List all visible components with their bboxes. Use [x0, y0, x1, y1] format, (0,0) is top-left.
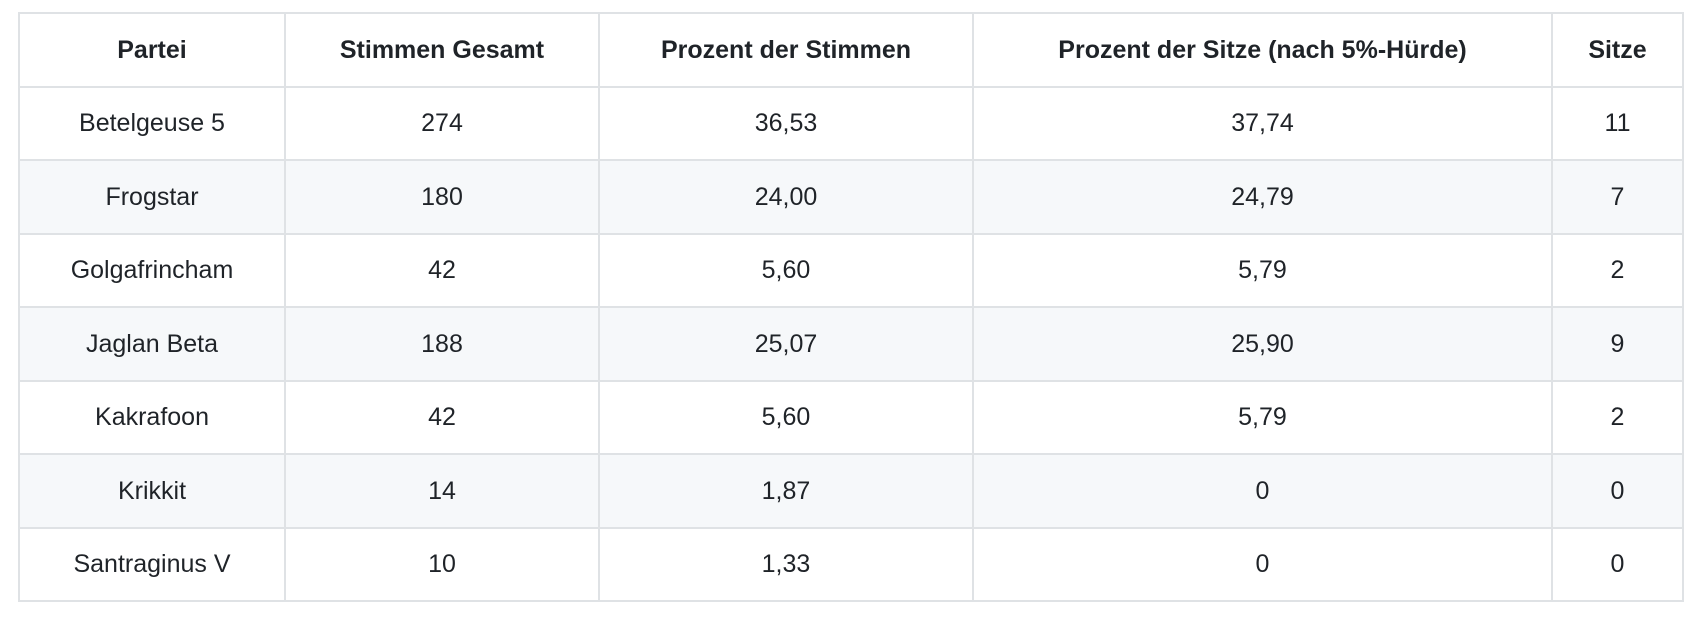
table-row: Frogstar 180 24,00 24,79 7: [18, 159, 1684, 235]
cell-stimmen-gesamt: 42: [284, 379, 600, 455]
cell-prozent-stimmen: 1,33: [598, 526, 974, 602]
cell-prozent-sitze: 0: [972, 453, 1553, 529]
cell-prozent-sitze: 24,79: [972, 159, 1553, 235]
cell-sitze: 11: [1551, 85, 1684, 161]
cell-stimmen-gesamt: 10: [284, 526, 600, 602]
table-row: Jaglan Beta 188 25,07 25,90 9: [18, 306, 1684, 382]
table-body: Betelgeuse 5 274 36,53 37,74 11 Frogstar…: [18, 85, 1684, 602]
cell-partei: Krikkit: [18, 453, 286, 529]
cell-sitze: 2: [1551, 232, 1684, 308]
header-stimmen-gesamt: Stimmen Gesamt: [284, 12, 600, 88]
cell-stimmen-gesamt: 42: [284, 232, 600, 308]
cell-partei: Santraginus V: [18, 526, 286, 602]
cell-sitze: 0: [1551, 526, 1684, 602]
table-row: Kakrafoon 42 5,60 5,79 2: [18, 379, 1684, 455]
table-header: Partei Stimmen Gesamt Prozent der Stimme…: [18, 12, 1684, 88]
cell-prozent-sitze: 5,79: [972, 232, 1553, 308]
cell-prozent-sitze: 37,74: [972, 85, 1553, 161]
cell-prozent-stimmen: 25,07: [598, 306, 974, 382]
header-prozent-stimmen: Prozent der Stimmen: [598, 12, 974, 88]
cell-prozent-sitze: 0: [972, 526, 1553, 602]
cell-prozent-stimmen: 1,87: [598, 453, 974, 529]
election-results-table: Partei Stimmen Gesamt Prozent der Stimme…: [18, 12, 1684, 602]
cell-prozent-stimmen: 24,00: [598, 159, 974, 235]
table-row: Krikkit 14 1,87 0 0: [18, 453, 1684, 529]
cell-partei: Frogstar: [18, 159, 286, 235]
table-row: Betelgeuse 5 274 36,53 37,74 11: [18, 85, 1684, 161]
cell-prozent-stimmen: 36,53: [598, 85, 974, 161]
cell-partei: Betelgeuse 5: [18, 85, 286, 161]
cell-sitze: 2: [1551, 379, 1684, 455]
cell-sitze: 9: [1551, 306, 1684, 382]
table-row: Santraginus V 10 1,33 0 0: [18, 526, 1684, 602]
cell-stimmen-gesamt: 14: [284, 453, 600, 529]
cell-sitze: 0: [1551, 453, 1684, 529]
header-sitze: Sitze: [1551, 12, 1684, 88]
cell-prozent-stimmen: 5,60: [598, 232, 974, 308]
table-row: Golgafrincham 42 5,60 5,79 2: [18, 232, 1684, 308]
cell-prozent-sitze: 25,90: [972, 306, 1553, 382]
header-row: Partei Stimmen Gesamt Prozent der Stimme…: [18, 12, 1684, 88]
cell-partei: Kakrafoon: [18, 379, 286, 455]
header-prozent-sitze: Prozent der Sitze (nach 5%-Hürde): [972, 12, 1553, 88]
cell-stimmen-gesamt: 180: [284, 159, 600, 235]
cell-prozent-stimmen: 5,60: [598, 379, 974, 455]
cell-stimmen-gesamt: 274: [284, 85, 600, 161]
cell-prozent-sitze: 5,79: [972, 379, 1553, 455]
header-partei: Partei: [18, 12, 286, 88]
cell-sitze: 7: [1551, 159, 1684, 235]
cell-partei: Golgafrincham: [18, 232, 286, 308]
cell-partei: Jaglan Beta: [18, 306, 286, 382]
cell-stimmen-gesamt: 188: [284, 306, 600, 382]
